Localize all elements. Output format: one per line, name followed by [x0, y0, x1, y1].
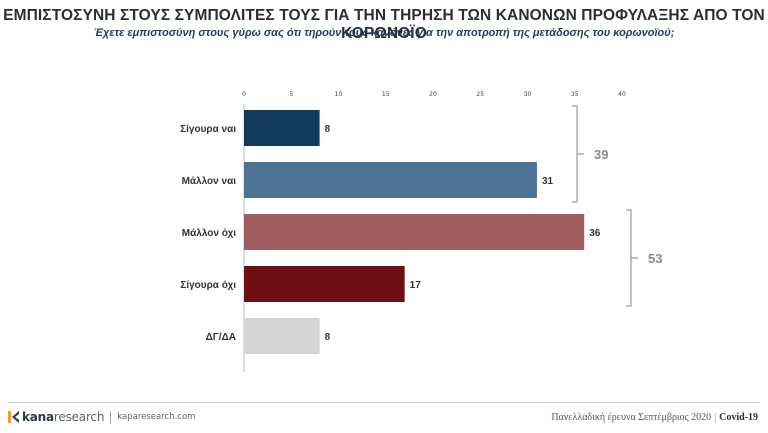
category-label: Μάλλον όχι [182, 228, 236, 239]
data-label: 31 [542, 176, 554, 187]
survey-caption: Πανελλαδική έρευνα Σεπτέμβριος 2020 | Covi… [551, 412, 758, 423]
logo-separator [110, 410, 112, 424]
bar-chart: 0 5 10 15 20 25 30 35 40 Σίγουρα ναι 8 Μάλλον ναι 31… [180, 91, 662, 372]
caption-separator: | [714, 412, 717, 423]
group-bracket [626, 209, 638, 307]
logo-text-bold: kana [22, 410, 54, 424]
x-tick-label: 0 [242, 91, 246, 98]
data-label: 8 [325, 124, 331, 135]
x-tick-label: 20 [429, 91, 437, 98]
bar [244, 266, 405, 302]
bar [244, 110, 320, 146]
x-tick-label: 35 [571, 91, 579, 98]
category-label: ΔΓ/ΔΑ [206, 332, 236, 343]
x-tick-label: 30 [524, 91, 532, 98]
kana-logo: kana research kaparesearch.com [8, 410, 195, 424]
data-label: 17 [410, 280, 422, 291]
category-label: Σίγουρα όχι [180, 280, 236, 291]
x-tick-label: 40 [618, 91, 626, 98]
category-label: Μάλλον ναι [182, 176, 237, 187]
survey-name: Πανελλαδική έρευνα Σεπτέμβριος 2020 [551, 412, 712, 423]
x-tick-label: 5 [289, 91, 293, 98]
chart-subtitle: Έχετε εμπιστοσύνη στους γύρω σας ότι τηρ… [93, 27, 675, 39]
footer-divider [8, 402, 760, 403]
chart-title: ΕΜΠΙΣΤΟΣΥΝΗ ΣΤΟΥΣ ΣΥΜΠΟΛΙΤΕΣ ΤΟΥΣ ΓΙΑ ΤΗ… [3, 7, 765, 42]
survey-tag: Covid-19 [719, 412, 758, 423]
group-total-label: 39 [594, 147, 608, 162]
group-bracket [572, 105, 584, 203]
website-url[interactable]: kaparesearch.com [117, 412, 196, 422]
logo-mark-icon [8, 411, 19, 423]
logo-text-light: research [53, 410, 105, 424]
data-label: 36 [589, 228, 601, 239]
category-label: Σίγουρα ναι [180, 124, 236, 135]
bar [244, 162, 537, 198]
group-total-label: 53 [648, 251, 662, 266]
x-tick-label: 15 [382, 91, 390, 98]
x-tick-label: 25 [476, 91, 484, 98]
bar [244, 318, 320, 354]
x-tick-label: 10 [335, 91, 343, 98]
data-label: 8 [325, 332, 331, 343]
bar [244, 214, 585, 250]
